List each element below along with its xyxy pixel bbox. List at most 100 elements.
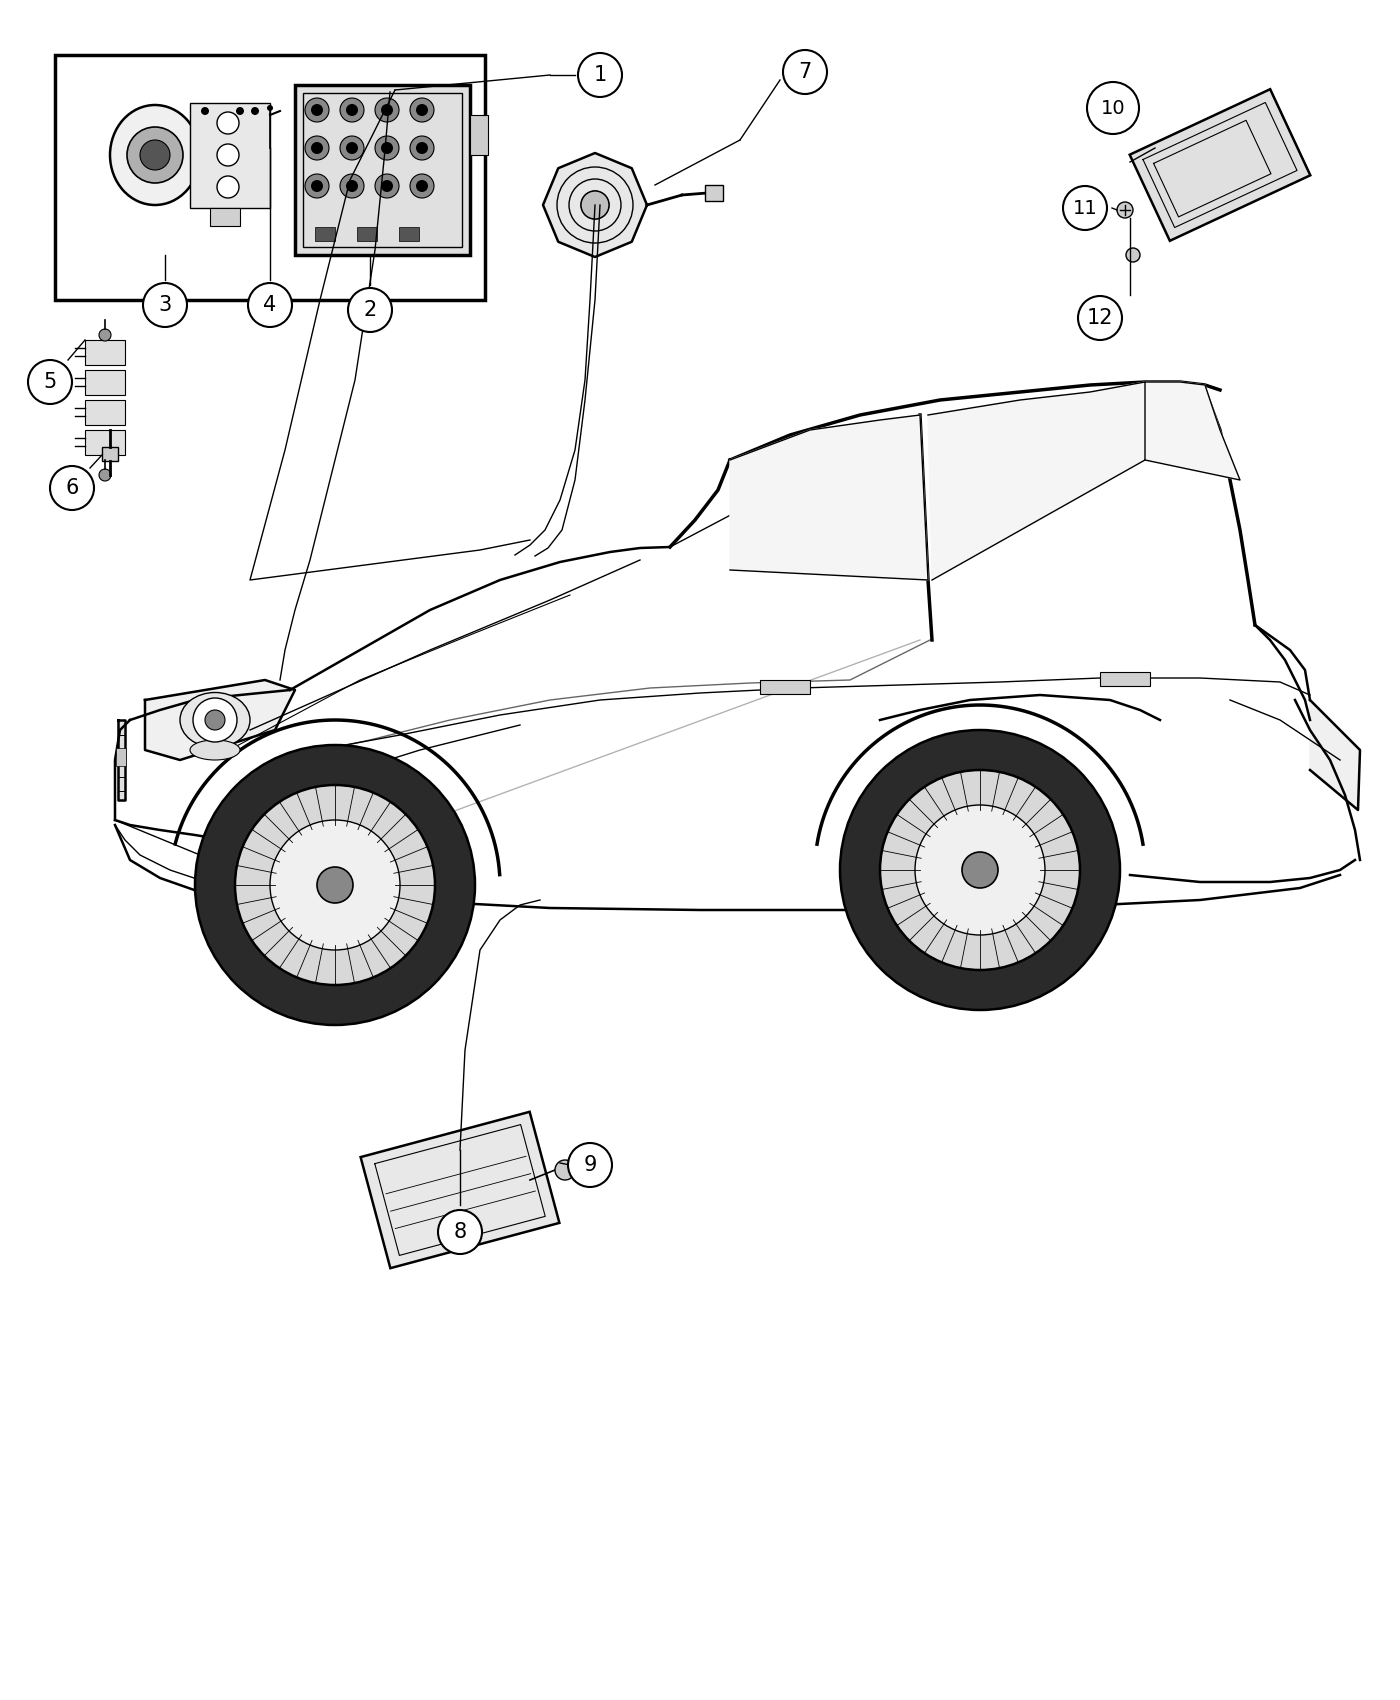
- Circle shape: [340, 99, 364, 122]
- Bar: [357, 228, 377, 241]
- Bar: [85, 371, 125, 394]
- Circle shape: [881, 770, 1079, 971]
- Circle shape: [1063, 185, 1107, 230]
- Circle shape: [410, 99, 434, 122]
- Ellipse shape: [181, 692, 251, 748]
- Circle shape: [248, 282, 293, 326]
- Circle shape: [840, 729, 1120, 1010]
- Polygon shape: [146, 680, 295, 760]
- Bar: [399, 228, 419, 241]
- Circle shape: [28, 360, 71, 405]
- Bar: [116, 748, 126, 767]
- Circle shape: [381, 104, 393, 116]
- Polygon shape: [361, 1112, 560, 1268]
- Circle shape: [962, 852, 998, 887]
- Bar: [760, 680, 811, 694]
- Circle shape: [554, 1159, 575, 1180]
- Circle shape: [305, 136, 329, 160]
- Circle shape: [375, 136, 399, 160]
- Text: 5: 5: [43, 372, 56, 393]
- Circle shape: [346, 143, 358, 155]
- Circle shape: [193, 699, 237, 741]
- Circle shape: [235, 785, 435, 984]
- Circle shape: [202, 107, 209, 116]
- Polygon shape: [1145, 382, 1240, 479]
- Polygon shape: [118, 721, 125, 801]
- Bar: [85, 340, 125, 366]
- Circle shape: [217, 177, 239, 197]
- Polygon shape: [543, 153, 647, 257]
- Bar: [315, 228, 335, 241]
- Circle shape: [311, 180, 323, 192]
- Bar: [190, 104, 270, 207]
- Circle shape: [267, 105, 273, 111]
- Circle shape: [410, 136, 434, 160]
- Circle shape: [346, 180, 358, 192]
- Bar: [470, 116, 489, 155]
- Text: 1: 1: [594, 65, 606, 85]
- Circle shape: [50, 466, 94, 510]
- Circle shape: [305, 99, 329, 122]
- Circle shape: [140, 139, 169, 170]
- Circle shape: [346, 104, 358, 116]
- Circle shape: [783, 49, 827, 94]
- Circle shape: [381, 180, 393, 192]
- Ellipse shape: [190, 740, 239, 760]
- Circle shape: [195, 745, 475, 1025]
- Circle shape: [581, 190, 609, 219]
- Circle shape: [204, 711, 225, 729]
- Circle shape: [99, 469, 111, 481]
- Circle shape: [349, 287, 392, 332]
- Circle shape: [311, 104, 323, 116]
- Bar: [85, 430, 125, 456]
- Circle shape: [375, 99, 399, 122]
- Polygon shape: [1310, 700, 1359, 809]
- Circle shape: [217, 112, 239, 134]
- Circle shape: [340, 136, 364, 160]
- Text: 12: 12: [1086, 308, 1113, 328]
- Polygon shape: [729, 415, 928, 580]
- Bar: [706, 185, 722, 201]
- Text: 4: 4: [263, 296, 277, 314]
- Polygon shape: [928, 382, 1145, 580]
- Circle shape: [375, 173, 399, 197]
- Text: 6: 6: [66, 478, 78, 498]
- Circle shape: [340, 173, 364, 197]
- Circle shape: [416, 180, 428, 192]
- Circle shape: [311, 143, 323, 155]
- Text: 9: 9: [584, 1154, 596, 1175]
- Polygon shape: [1130, 88, 1310, 241]
- Circle shape: [270, 819, 400, 950]
- Bar: [85, 400, 125, 425]
- Text: 7: 7: [798, 61, 812, 82]
- Bar: [210, 207, 239, 226]
- Circle shape: [316, 867, 353, 903]
- Circle shape: [416, 143, 428, 155]
- Circle shape: [381, 143, 393, 155]
- Circle shape: [99, 330, 111, 342]
- Circle shape: [438, 1210, 482, 1255]
- Text: 10: 10: [1100, 99, 1126, 117]
- Circle shape: [568, 1142, 612, 1187]
- Circle shape: [143, 282, 188, 326]
- Text: 3: 3: [158, 296, 172, 314]
- Circle shape: [1126, 248, 1140, 262]
- Ellipse shape: [111, 105, 200, 206]
- Bar: [1100, 672, 1149, 687]
- Circle shape: [410, 173, 434, 197]
- Bar: [55, 54, 484, 299]
- Text: 2: 2: [364, 299, 377, 320]
- Circle shape: [305, 173, 329, 197]
- Circle shape: [1086, 82, 1140, 134]
- Circle shape: [217, 144, 239, 167]
- Text: 11: 11: [1072, 199, 1098, 218]
- Circle shape: [416, 104, 428, 116]
- Text: 8: 8: [454, 1222, 466, 1243]
- Circle shape: [578, 53, 622, 97]
- Bar: [102, 447, 118, 461]
- Circle shape: [1117, 202, 1133, 218]
- Circle shape: [237, 107, 244, 116]
- Circle shape: [251, 107, 259, 116]
- Circle shape: [916, 806, 1044, 935]
- Bar: [302, 94, 462, 246]
